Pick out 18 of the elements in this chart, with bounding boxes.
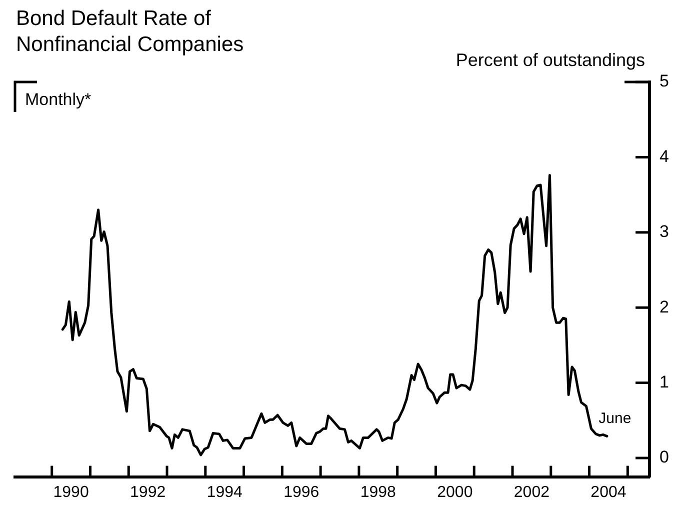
- x-tick-label: 1998: [360, 484, 396, 501]
- x-tick-label: 2002: [514, 484, 550, 501]
- annotation: June: [598, 410, 632, 427]
- x-tick-label: 2000: [437, 484, 473, 501]
- chart-title: Bond Default Rate of Nonfinancial Companies: [16, 6, 245, 58]
- x-tick-label: 1990: [53, 484, 89, 501]
- y-tick-label: 4: [660, 146, 670, 166]
- y-tick-label: 3: [660, 222, 670, 242]
- y-tick-label: 0: [660, 448, 670, 467]
- x-tick-label: 1992: [130, 484, 166, 501]
- annotation: Monthly*: [25, 90, 92, 110]
- x-tick-label: 1994: [206, 484, 242, 501]
- y-axis-title: Percent of outstandings: [456, 50, 645, 71]
- x-tick-label: 2004: [590, 484, 626, 501]
- y-tick-label: 5: [660, 72, 670, 91]
- x-tick-label: 1996: [284, 484, 320, 501]
- y-tick-label: 2: [660, 297, 670, 316]
- y-tick-label: 1: [660, 372, 670, 392]
